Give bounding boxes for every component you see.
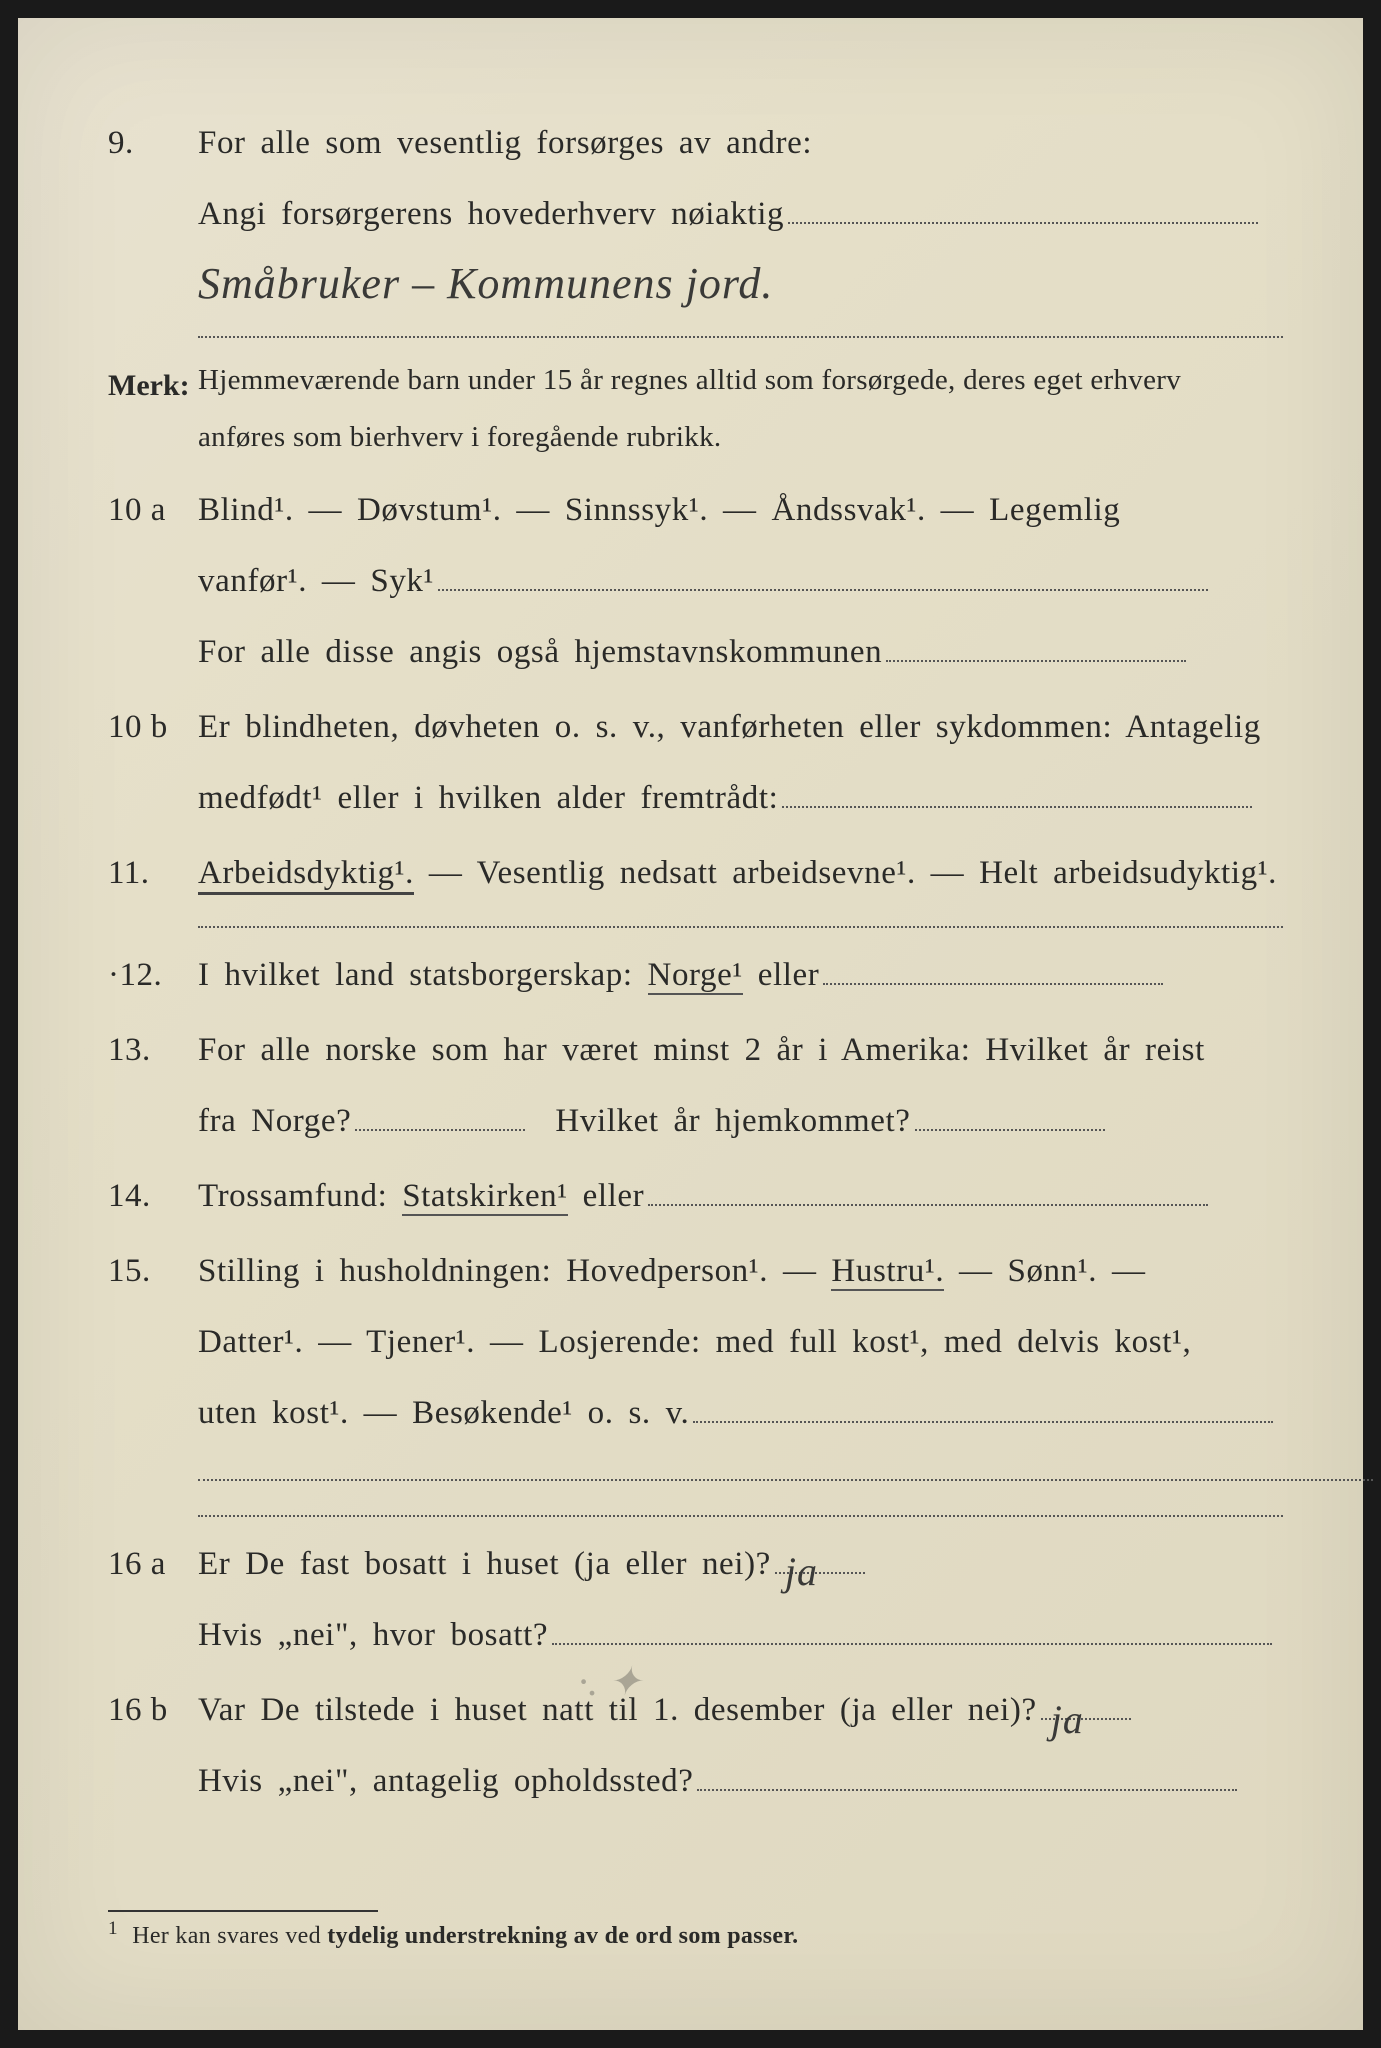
q9-fill-line-2	[198, 336, 1283, 338]
footnote-block: 1 Her kan svares ved tydelig understrekn…	[108, 1910, 1283, 1950]
q11-number: 11.	[108, 842, 198, 905]
footnote-text: 1 Her kan svares ved tydelig understrekn…	[108, 1918, 1283, 1950]
q13-fill-1	[355, 1129, 525, 1131]
q13-line2a: fra Norge?	[198, 1086, 351, 1157]
q10a-line3: For alle disse angis også hjemstavnskomm…	[198, 617, 882, 688]
merk-text-1: Hjemmeværende barn under 15 år regnes al…	[198, 357, 1181, 403]
question-13: 13. For alle norske som har været minst …	[108, 1015, 1283, 1157]
q15-fill-line	[693, 1421, 1273, 1423]
q13-number: 13.	[108, 1019, 198, 1082]
q12-prefix: I hvilket land statsborgerskap:	[198, 957, 648, 993]
q10a-fill-line-2	[886, 660, 1186, 662]
footnote-rule	[108, 1910, 378, 1912]
q16b-line2: Hvis „nei", antagelig opholdssted?	[198, 1746, 693, 1817]
question-16b: 16 b Var De tilstede i huset natt til 1.…	[108, 1675, 1283, 1817]
q15-opt-hustru: Hustru¹.	[831, 1253, 944, 1291]
q12-number: ·12.	[108, 944, 198, 1007]
q16b-number: 16 b	[108, 1679, 198, 1742]
q15-line1a: Stilling i husholdningen: Hovedperson¹. …	[198, 1253, 831, 1289]
q15-line1b: — Sønn¹. —	[944, 1253, 1145, 1289]
q13-line1: For alle norske som har været minst 2 år…	[198, 1015, 1205, 1086]
q15-line2: Datter¹. — Tjener¹. — Losjerende: med fu…	[198, 1307, 1191, 1378]
q13-fill-2	[915, 1129, 1105, 1131]
q10a-fill-line	[438, 589, 1208, 591]
q10a-line2: vanfør¹. — Syk¹	[198, 546, 434, 617]
q16a-number: 16 a	[108, 1533, 198, 1596]
q11-text: Arbeidsdyktig¹. — Vesentlig nedsatt arbe…	[198, 838, 1277, 909]
q15-line3: uten kost¹. — Besøkende¹ o. s. v.	[198, 1378, 689, 1449]
question-15: 15. Stilling i husholdningen: Hovedperso…	[108, 1236, 1283, 1481]
q16a-answer: ja	[785, 1534, 818, 1610]
q9-fill-line-1	[788, 222, 1258, 224]
q11-opt-arbeidsdyktig: Arbeidsdyktig¹.	[198, 855, 414, 895]
q10b-line1: Er blindheten, døvheten o. s. v., vanfør…	[198, 692, 1261, 763]
q12-text: I hvilket land statsborgerskap: Norge¹ e…	[198, 940, 819, 1011]
q10a-number: 10 a	[108, 479, 198, 542]
q9-number: 9.	[108, 112, 198, 175]
q9-line1: For alle som vesentlig forsørges av andr…	[198, 108, 812, 179]
question-12: ·12. I hvilket land statsborgerskap: Nor…	[108, 940, 1283, 1011]
q14-number: 14.	[108, 1165, 198, 1228]
footnote-marker: 1	[108, 1918, 118, 1939]
q10a-line1: Blind¹. — Døvstum¹. — Sinnssyk¹. — Åndss…	[198, 475, 1120, 546]
question-14: 14. Trossamfund: Statskirken¹ eller	[108, 1161, 1283, 1232]
q14-text: Trossamfund: Statskirken¹ eller	[198, 1161, 644, 1232]
q12-opt-norge: Norge¹	[648, 957, 743, 995]
q15-fill-line-2	[198, 1479, 1373, 1481]
merk-note: Merk: Hjemmeværende barn under 15 år reg…	[108, 357, 1283, 460]
merk-label: Merk:	[108, 357, 198, 414]
merk-text-2: anføres som bierhverv i foregående rubri…	[198, 414, 721, 460]
q10b-number: 10 b	[108, 696, 198, 759]
q9-line2-prefix: Angi forsørgerens hovederhverv nøiaktig	[198, 179, 784, 250]
ink-smudge: ·. ✦	[578, 1658, 642, 1705]
q16b-fill-line	[697, 1789, 1237, 1791]
q14-suffix: eller	[568, 1178, 644, 1214]
q14-opt-statskirken: Statskirken¹	[402, 1178, 568, 1216]
question-16a: 16 a Er De fast bosatt i huset (ja eller…	[108, 1529, 1283, 1671]
q12-suffix: eller	[743, 957, 819, 993]
q9-handwritten-answer: Småbruker – Kommunens jord.	[198, 242, 773, 326]
q16a-line2: Hvis „nei", hvor bosatt?	[198, 1600, 548, 1671]
question-11: 11. Arbeidsdyktig¹. — Vesentlig nedsatt …	[108, 838, 1283, 909]
question-10a: 10 a Blind¹. — Døvstum¹. — Sinnssyk¹. — …	[108, 475, 1283, 688]
q13-line2b: Hvilket år hjemkommet?	[555, 1086, 910, 1157]
q15-line1: Stilling i husholdningen: Hovedperson¹. …	[198, 1236, 1146, 1307]
question-9: 9. For alle som vesentlig forsørges av a…	[108, 108, 1283, 343]
question-10b: 10 b Er blindheten, døvheten o. s. v., v…	[108, 692, 1283, 834]
q14-fill-line	[648, 1204, 1208, 1206]
q16a-line1: Er De fast bosatt i huset (ja eller nei)…	[198, 1529, 771, 1600]
q14-prefix: Trossamfund:	[198, 1178, 402, 1214]
q11-rest: — Vesentlig nedsatt arbeidsevne¹. — Helt…	[414, 855, 1277, 891]
q12-fill-line	[823, 983, 1163, 985]
q16a-answer-line: ja	[775, 1572, 865, 1574]
q16b-answer-line: ja	[1041, 1718, 1131, 1720]
q16a-fill-line	[552, 1643, 1272, 1645]
section-divider-1	[198, 926, 1283, 928]
section-divider-2	[198, 1515, 1283, 1517]
q15-number: 15.	[108, 1240, 198, 1303]
footnote-body: Her kan svares ved tydelig understreknin…	[132, 1923, 798, 1949]
scanned-form-page: 9. For alle som vesentlig forsørges av a…	[18, 18, 1363, 2030]
q10b-line2: medfødt¹ eller i hvilken alder fremtrådt…	[198, 763, 778, 834]
q10b-fill-line	[782, 806, 1252, 808]
